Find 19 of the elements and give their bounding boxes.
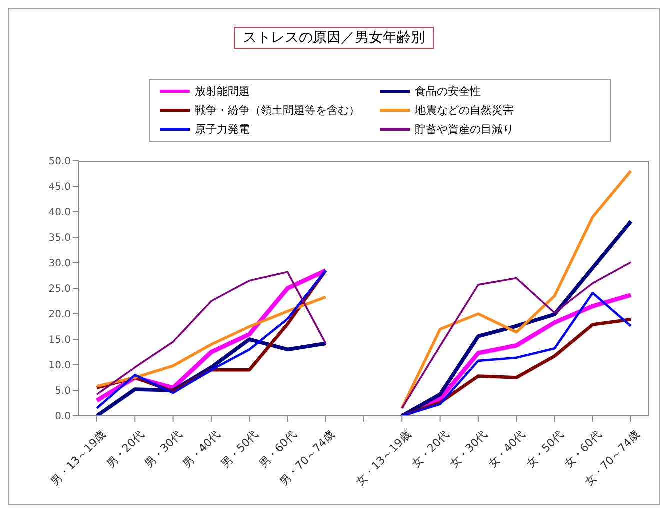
legend-label: 食品の安全性 [415,84,481,99]
y-tick-label: 0.0 [55,412,71,423]
y-tick-label: 35.0 [48,233,71,244]
legend-label: 戦争・紛争（領土問題等を含む） [195,103,360,118]
y-tick-label: 15.0 [48,335,71,346]
y-tick-label: 50.0 [48,156,71,168]
legend-label: 放射能問題 [195,84,250,99]
y-tick-label: 30.0 [48,258,71,270]
y-tick-label: 45.0 [48,182,71,194]
y-tick-label: 40.0 [48,208,71,219]
x-tick-label: 女・13～19歳 [354,428,414,488]
chart-title: ストレスの原因／男女年齢別 [234,27,434,49]
legend-label: 貯蓄や資産の目減り [415,122,514,137]
y-tick-label: 20.0 [48,310,71,321]
legend-label: 原子力発電 [195,122,250,137]
y-tick-label: 25.0 [48,284,71,296]
legend-label: 地震などの自然災害 [415,103,514,118]
y-tick-label: 10.0 [48,360,71,372]
y-tick-label: 5.0 [55,386,71,398]
